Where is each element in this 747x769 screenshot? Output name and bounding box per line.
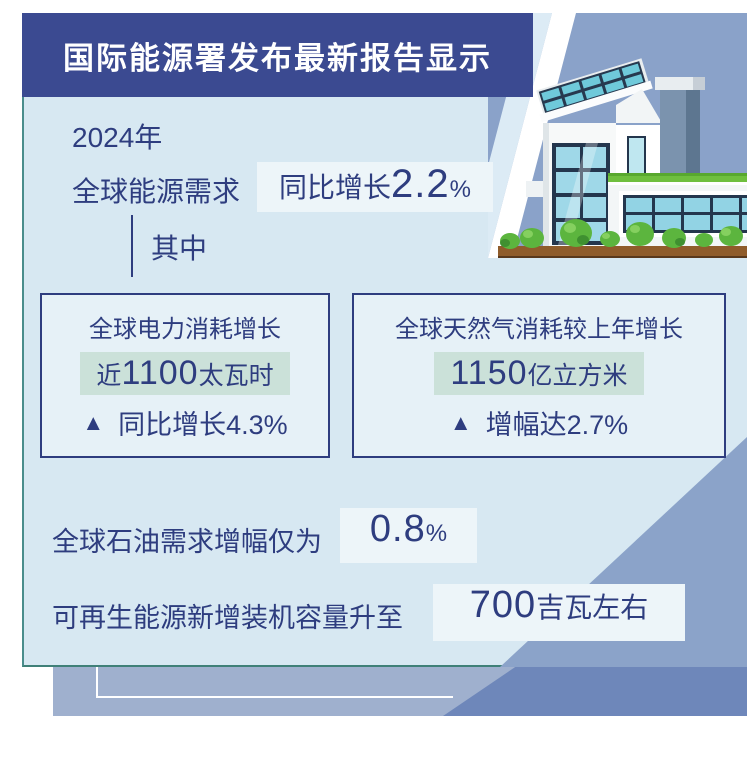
growth-unit: % — [449, 176, 471, 203]
electricity-hl-value: 1100 — [121, 354, 199, 392]
electricity-highlight: 近 1100 太瓦时 — [80, 352, 290, 395]
up-triangle-icon: ▲ — [82, 409, 105, 435]
chimney-tower — [655, 77, 705, 185]
bushes — [500, 219, 743, 249]
building-illustration — [488, 13, 747, 258]
gas-hl-suffix: 亿立方米 — [527, 362, 628, 390]
oil-highlight: 0.8% — [340, 508, 477, 563]
among-label: 其中 — [151, 233, 208, 264]
divider-line — [131, 215, 133, 277]
gas-growth-row: ▲ 增幅达2.7% — [450, 403, 628, 442]
electricity-hl-suffix: 太瓦时 — [198, 362, 274, 390]
oil-label: 全球石油需求增幅仅为 — [52, 527, 322, 557]
oil-unit: % — [425, 520, 448, 547]
small-door — [627, 136, 646, 178]
green-roof — [608, 173, 747, 182]
growth-prefix: 同比增长 — [279, 172, 392, 203]
gas-title: 全球天然气消耗较上年增长 — [395, 316, 683, 343]
report-title: 国际能源署发布最新报告显示 — [63, 40, 492, 76]
oil-value: 0.8 — [369, 508, 426, 550]
gas-highlight: 1150 亿立方米 — [434, 352, 644, 395]
electricity-hl-prefix: 近 — [96, 362, 122, 390]
solar-panel-icon — [536, 58, 653, 123]
renewables-value: 700 — [469, 584, 537, 626]
footer-band — [53, 667, 747, 716]
electricity-title: 全球电力消耗增长 — [89, 316, 281, 343]
energy-growth-highlight: 同比增长 2.2% — [257, 162, 493, 212]
report-title-banner: 国际能源署发布最新报告显示 — [22, 13, 533, 97]
stat-box-electricity: 全球电力消耗增长 近 1100 太瓦时 ▲ 同比增长4.3% — [40, 293, 330, 458]
gas-hl-value: 1150 — [450, 354, 528, 392]
renewables-suffix: 吉瓦左右 — [536, 592, 649, 623]
ground-strip — [498, 246, 747, 258]
up-triangle-icon: ▲ — [449, 409, 472, 435]
year-label: 2024年 — [72, 122, 163, 153]
footer-band-outline — [96, 667, 453, 698]
gas-growth-text: 增幅达2.7% — [485, 410, 629, 440]
subject-label: 全球能源需求 — [72, 176, 241, 207]
building-scene — [488, 13, 747, 258]
electricity-growth-text: 同比增长4.3% — [118, 410, 288, 440]
stat-box-gas: 全球天然气消耗较上年增长 1150 亿立方米 ▲ 增幅达2.7% — [352, 293, 726, 458]
renewables-highlight: 700 吉瓦左右 — [433, 584, 685, 641]
electricity-growth-row: ▲ 同比增长4.3% — [82, 403, 287, 442]
renewables-label: 可再生能源新增装机容量升至 — [52, 603, 403, 633]
growth-value: 2.2 — [391, 162, 450, 206]
diagonal-accent-white — [488, 13, 576, 258]
